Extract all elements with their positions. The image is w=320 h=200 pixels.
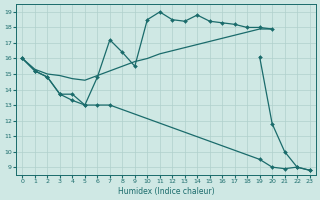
X-axis label: Humidex (Indice chaleur): Humidex (Indice chaleur) — [118, 187, 214, 196]
